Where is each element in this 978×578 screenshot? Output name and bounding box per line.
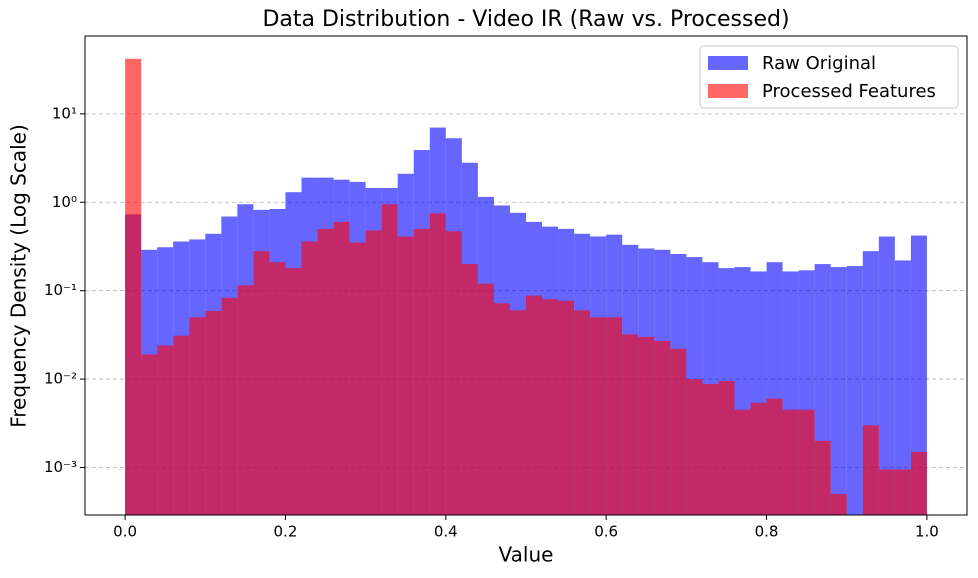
bar [910, 451, 927, 515]
legend-box [699, 45, 959, 109]
bar [686, 379, 703, 515]
bar [125, 58, 142, 515]
x-tick-label: 1.0 [915, 523, 939, 541]
bar [301, 241, 318, 516]
bar [734, 409, 751, 515]
bar [526, 295, 543, 515]
x-tick-label: 0.4 [434, 523, 458, 541]
bar [862, 425, 879, 515]
bar [894, 260, 911, 515]
bar [702, 383, 719, 515]
bar [509, 310, 526, 515]
bar [830, 494, 847, 515]
x-tick-label: 0.0 [113, 523, 137, 541]
legend-swatch [708, 84, 748, 98]
chart-title: Data Distribution - Video IR (Raw vs. Pr… [262, 7, 789, 32]
bar [269, 262, 286, 515]
bar [638, 336, 655, 515]
legend-swatch [708, 56, 748, 70]
y-tick-label: 10⁻³ [44, 458, 77, 476]
bar [830, 267, 847, 515]
bar [253, 251, 270, 515]
bar [718, 381, 735, 515]
x-tick-label: 0.2 [274, 523, 298, 541]
bar [878, 236, 895, 515]
bar [349, 242, 366, 516]
bar [333, 221, 350, 515]
bar [894, 469, 911, 515]
bar [445, 231, 462, 516]
bar [766, 398, 783, 515]
bar [461, 264, 478, 515]
bar [317, 228, 334, 516]
legend-label: Processed Features [762, 81, 936, 102]
bar [574, 310, 591, 515]
bar [413, 228, 430, 516]
x-tick-label: 0.8 [755, 523, 779, 541]
bar [590, 317, 607, 515]
bar [782, 409, 799, 515]
bar [606, 317, 623, 515]
bar [670, 348, 687, 515]
bar [173, 335, 190, 515]
bar [189, 317, 206, 515]
legend-label: Raw Original [762, 53, 876, 74]
bar [477, 283, 494, 515]
y-tick-label: 10⁰ [52, 193, 77, 211]
bar [221, 297, 238, 515]
bar [542, 299, 559, 515]
x-axis-label: Value [499, 543, 554, 567]
x-tick-label: 0.6 [594, 523, 618, 541]
plot-frame [84, 35, 968, 516]
bar [141, 354, 158, 515]
bar [429, 213, 446, 515]
bar [558, 300, 575, 515]
bar [846, 266, 863, 515]
bar [381, 204, 398, 515]
bar [493, 303, 510, 515]
bar [157, 345, 174, 515]
y-tick-label: 10⁻² [44, 370, 77, 388]
bar [397, 236, 414, 515]
bar [205, 310, 222, 515]
bar [285, 268, 302, 515]
bar [798, 409, 815, 515]
bar [910, 235, 927, 515]
bar [365, 230, 382, 516]
bar [878, 469, 895, 515]
y-axis-label: Frequency Density (Log Scale) [7, 124, 31, 428]
y-tick-label: 10¹ [52, 104, 77, 122]
bar [814, 440, 831, 515]
bar [237, 285, 254, 515]
y-tick-label: 10⁻¹ [44, 281, 77, 299]
bar [750, 402, 767, 515]
bar [654, 340, 671, 515]
bar [622, 334, 639, 515]
